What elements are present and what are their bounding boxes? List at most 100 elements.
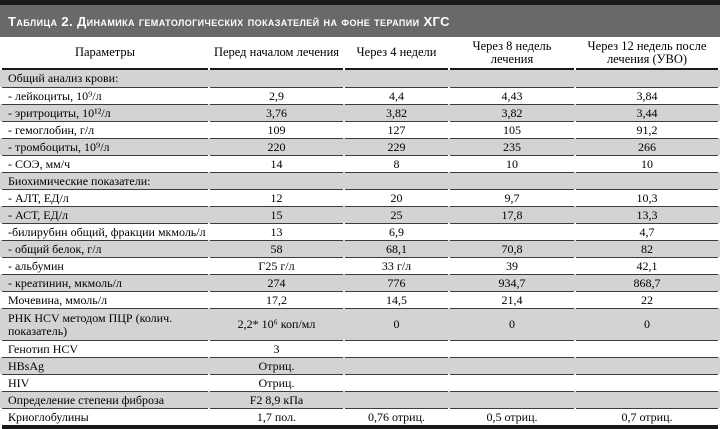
table-row: - тромбоциты, 10⁹/л 220 229 235 266: [0, 138, 720, 155]
table-row: РНК HCV методом ПЦР (колич. показатель) …: [0, 308, 720, 340]
row-label: - АСТ, ЕД/л: [2, 206, 208, 223]
cell-week-4: 14,5: [345, 291, 448, 308]
row-label: - общий белок, г/л: [2, 240, 208, 257]
table-row: HIV Отриц.: [0, 374, 720, 391]
cell-week-8: 39: [450, 257, 574, 274]
cell-week-4: 3,82: [345, 104, 448, 121]
cell-week-12-svr: [576, 340, 718, 357]
cell-before-treatment: 15: [210, 206, 343, 223]
cell-week-8: 17,8: [450, 206, 574, 223]
cell-week-12-svr: 82: [576, 240, 718, 257]
cell-week-8: [450, 357, 574, 374]
cell-before-treatment: Отриц.: [210, 357, 343, 374]
cell-before-treatment: 17,2: [210, 291, 343, 308]
table-row: Мочевина, ммоль/л 17,2 14,5 21,4 22: [0, 291, 720, 308]
cell-week-4: 68,1: [345, 240, 448, 257]
table-title: Таблица 2. Динамика гематологических пок…: [8, 13, 450, 29]
cell-week-8: 934,7: [450, 274, 574, 291]
cell-week-8: [450, 340, 574, 357]
cell-week-12-svr: 10,3: [576, 189, 718, 206]
cell-week-12-svr: 266: [576, 138, 718, 155]
row-label: HBsAg: [2, 357, 208, 374]
cell-week-12-svr: 868,7: [576, 274, 718, 291]
cell-before-treatment: 220: [210, 138, 343, 155]
row-label: -билирубин общий, фракции мкмоль/л: [2, 223, 208, 240]
cell-week-12-svr: 4,7: [576, 223, 718, 240]
cell-week-8: 10: [450, 155, 574, 172]
row-label: - тромбоциты, 10⁹/л: [2, 138, 208, 155]
row-label: - гемоглобин, г/л: [2, 121, 208, 138]
cell-week-4: [345, 340, 448, 357]
table-row: - СОЭ, мм/ч 14 8 10 10: [0, 155, 720, 172]
cell-week-4: [345, 357, 448, 374]
cell-week-8: 235: [450, 138, 574, 155]
cell-week-8: [450, 391, 574, 408]
table-row: - альбумин Г25 г/л 33 г/л 39 42,1: [0, 257, 720, 274]
cell-week-4: 33 г/л: [345, 257, 448, 274]
column-header-4: Через 12 недель после лечения (УВО): [576, 37, 718, 70]
table-body: Общий анализ крови: - лейкоциты, 10⁹/л 2…: [0, 70, 720, 425]
cell-before-treatment: 2,9: [210, 87, 343, 104]
row-label: Криоглобулины: [2, 408, 208, 425]
cell-week-8: 0: [450, 308, 574, 340]
table-row: - общий белок, г/л 58 68,1 70,8 82: [0, 240, 720, 257]
cell-week-8: [450, 70, 574, 87]
column-header-2: Через 4 недели: [345, 37, 448, 70]
cell-week-8: 70,8: [450, 240, 574, 257]
cell-week-12-svr: 3,84: [576, 87, 718, 104]
table-row: Общий анализ крови:: [0, 70, 720, 87]
table-header-row: Параметры Перед началом лечения Через 4 не…: [0, 37, 720, 70]
column-header-1: Перед началом лечения: [210, 37, 343, 70]
table-row: Криоглобулины 1,7 пол. 0,76 отриц. 0,5 о…: [0, 408, 720, 425]
cell-week-4: 6,9: [345, 223, 448, 240]
cell-week-12-svr: [576, 357, 718, 374]
cell-week-4: 127: [345, 121, 448, 138]
column-header-3: Через 8 недель лечения: [450, 37, 574, 70]
data-table: Параметры Перед началом лечения Через 4 не…: [0, 37, 720, 425]
row-label: Общий анализ крови:: [8, 71, 119, 85]
row-label: - эритроциты, 10¹²/л: [2, 104, 208, 121]
cell-before-treatment: 2,2* 10⁶ коп/мл: [210, 308, 343, 340]
cell-week-4: 25: [345, 206, 448, 223]
cell-week-12-svr: [576, 391, 718, 408]
cell-before-treatment: Отриц.: [210, 374, 343, 391]
row-label: - креатинин, мкмоль/л: [2, 274, 208, 291]
cell-before-treatment: 109: [210, 121, 343, 138]
row-label: Определение степени фиброза: [2, 391, 208, 408]
cell-week-4: 4,4: [345, 87, 448, 104]
row-label: HIV: [2, 374, 208, 391]
table-row: - креатинин, мкмоль/л 274 776 934,7 868,…: [0, 274, 720, 291]
row-label: Генотип HCV: [2, 340, 208, 357]
cell-week-12-svr: 42,1: [576, 257, 718, 274]
table-row: - эритроциты, 10¹²/л 3,76 3,82 3,82 3,44: [0, 104, 720, 121]
cell-before-treatment: [210, 70, 343, 87]
cell-before-treatment: 3,76: [210, 104, 343, 121]
cell-week-8: 3,82: [450, 104, 574, 121]
cell-week-8: [450, 172, 574, 189]
row-label: - лейкоциты, 10⁹/л: [2, 87, 208, 104]
cell-week-12-svr: 0,7 отриц.: [576, 408, 718, 425]
cell-week-4: [345, 172, 448, 189]
table-row: - АСТ, ЕД/л 15 25 17,8 13,3: [0, 206, 720, 223]
table-row: -билирубин общий, фракции мкмоль/л 13 6,…: [0, 223, 720, 240]
cell-week-4: 776: [345, 274, 448, 291]
cell-week-12-svr: 22: [576, 291, 718, 308]
cell-before-treatment: 13: [210, 223, 343, 240]
row-label: - альбумин: [2, 257, 208, 274]
cell-week-12-svr: 91,2: [576, 121, 718, 138]
cell-week-4: 0,76 отриц.: [345, 408, 448, 425]
table-row: Определение степени фиброза F2 8,9 кПа: [0, 391, 720, 408]
table-row: - гемоглобин, г/л 109 127 105 91,2: [0, 121, 720, 138]
table-row: - лейкоциты, 10⁹/л 2,9 4,4 4,43 3,84: [0, 87, 720, 104]
cell-before-treatment: Г25 г/л: [210, 257, 343, 274]
top-rule: [0, 0, 720, 5]
cell-before-treatment: 12: [210, 189, 343, 206]
cell-before-treatment: 14: [210, 155, 343, 172]
cell-week-8: [450, 223, 574, 240]
row-label: Биохимические показатели:: [2, 172, 208, 189]
cell-week-4: 0: [345, 308, 448, 340]
cell-before-treatment: F2 8,9 кПа: [210, 391, 343, 408]
cell-before-treatment: 274: [210, 274, 343, 291]
table-row: Биохимические показатели:: [0, 172, 720, 189]
